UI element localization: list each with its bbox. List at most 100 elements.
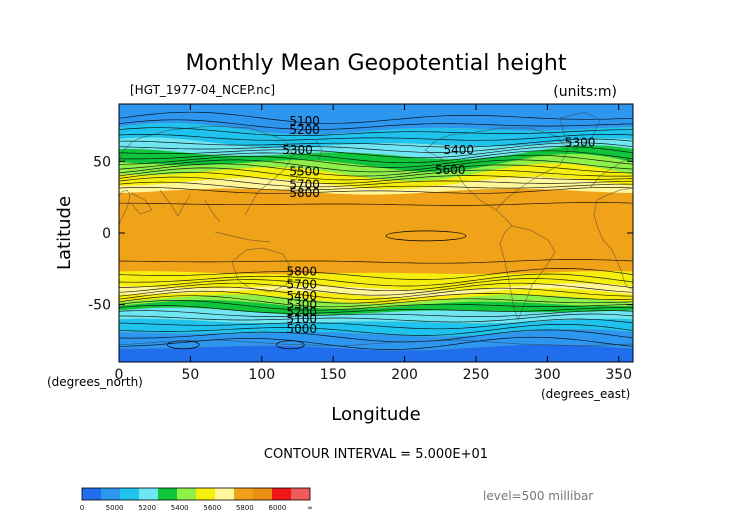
- contour-closed: [385, 230, 467, 242]
- x-tick-label: 350: [605, 367, 632, 383]
- x-tick-label: 100: [248, 367, 275, 383]
- contour-line: [119, 142, 633, 153]
- contour-line: [119, 163, 633, 177]
- band-nh-2: [119, 137, 633, 160]
- contour-line: [119, 278, 633, 292]
- file-label: [HGT_1977-04_NCEP.nc]: [130, 83, 275, 97]
- x-tick-label: 250: [463, 367, 490, 383]
- contour-label: 5400: [444, 143, 475, 157]
- colorbar-swatch: [158, 488, 178, 500]
- contour-label: 5800: [289, 186, 320, 200]
- contour-line: [119, 146, 633, 159]
- level-label: level=500 millibar: [483, 489, 593, 503]
- contour-label: 5100: [286, 312, 317, 326]
- band-sh-7: [119, 329, 633, 351]
- contour-line: [119, 138, 633, 148]
- x-tick-label: 0: [115, 367, 124, 383]
- contour-line: [119, 133, 633, 141]
- contour-line: [119, 286, 633, 300]
- colorbar-tick-label: 0: [80, 504, 84, 512]
- contour-label: 5700: [286, 278, 317, 292]
- y-axis: 50 0 -50: [88, 154, 633, 314]
- contour-line: [119, 313, 633, 323]
- contour-labels: 5100520053005500570058005400560053005800…: [282, 114, 595, 336]
- colorbar-swatch: [177, 488, 197, 500]
- colorbar-swatch: [139, 488, 159, 500]
- band-sh-0: [119, 271, 633, 291]
- contour-interval-label: CONTOUR INTERVAL = 5.000E+01: [264, 447, 488, 462]
- contour-label: 5300: [282, 143, 313, 157]
- contour-label: 5400: [286, 289, 317, 303]
- band-sh-6: [119, 318, 633, 337]
- colorbar: 0 5000 5200 5400 5600 5800 6000 ∞: [80, 487, 313, 512]
- colorbar-swatch: [101, 488, 121, 500]
- contour-line: [119, 310, 633, 317]
- contour-line: [119, 127, 633, 137]
- x-tick-label: 50: [181, 367, 199, 383]
- contour-line: [119, 268, 633, 280]
- band-nh-6: [119, 176, 633, 195]
- band-sh-8: [119, 344, 633, 362]
- band-nh-1: [119, 122, 633, 148]
- colorbar-tick-label: 5000: [106, 504, 124, 512]
- coastlines: [119, 111, 633, 347]
- contour-line: [119, 318, 633, 330]
- colorbar-swatch: [215, 488, 235, 500]
- colorbar-tick-label: 5800: [236, 504, 254, 512]
- contour-label: 5000: [286, 322, 317, 336]
- contour-line: [119, 172, 633, 184]
- contour-label: 5800: [286, 265, 317, 279]
- contour-line: [119, 290, 633, 304]
- contour-line: [119, 329, 633, 343]
- x-axis: 0 50 100 150 200 250 300 350: [115, 104, 632, 383]
- x-tick-label: 150: [320, 367, 347, 383]
- contour-line: [119, 305, 633, 314]
- x-tick-label: 200: [391, 367, 418, 383]
- contour-line: [119, 273, 633, 287]
- contour-label: 5300: [286, 298, 317, 312]
- band-nh-5: [119, 163, 633, 189]
- contour-line: [119, 167, 633, 181]
- contour-closed: [166, 340, 200, 350]
- contour-line: [119, 119, 633, 130]
- colorbar-tick-label: 5600: [203, 504, 221, 512]
- x-tick-label: 300: [534, 367, 561, 383]
- contour-label: 5600: [435, 163, 466, 177]
- y-axis-label: Latitude: [54, 196, 75, 270]
- colorbar-tick-label: 6000: [269, 504, 287, 512]
- contour-label: 5300: [565, 136, 596, 150]
- contour-line: [119, 300, 633, 311]
- contour-line: [119, 154, 633, 168]
- contour-line: [119, 259, 633, 264]
- colorbar-swatch: [82, 488, 102, 500]
- contour-line: [119, 282, 633, 296]
- band-nh-0: [119, 104, 633, 135]
- colorbar-swatch: [234, 488, 254, 500]
- colorbar-tick-label: 5200: [138, 504, 156, 512]
- colorbar-tick-label: 5400: [171, 504, 189, 512]
- band-sh-5: [119, 307, 633, 324]
- contour-line: [119, 295, 633, 308]
- units-label: (units:m): [553, 84, 617, 100]
- band-nh-3: [119, 145, 633, 172]
- colorbar-swatch: [253, 488, 273, 500]
- colorbar-frame: [81, 487, 311, 501]
- colorbar-tick-label: ∞: [307, 504, 313, 512]
- contour-label: 5200: [286, 305, 317, 319]
- y-unit-label: (degrees_north): [47, 375, 143, 389]
- contour-line: [119, 159, 633, 173]
- contour-line: [119, 323, 633, 336]
- y-tick-label: 0: [102, 226, 111, 242]
- contour-line: [119, 176, 633, 188]
- contour-line: [119, 111, 633, 124]
- contour-label: 5200: [289, 123, 320, 137]
- colorbar-swatch: [272, 488, 292, 500]
- colorbar-swatch: [196, 488, 216, 500]
- contour-line: [119, 186, 633, 194]
- y-tick-label: -50: [88, 298, 111, 314]
- contour-lines: [119, 111, 633, 350]
- contour-line: [119, 202, 633, 206]
- band-sh-2: [119, 288, 633, 304]
- x-unit-label: (degrees_east): [541, 387, 630, 401]
